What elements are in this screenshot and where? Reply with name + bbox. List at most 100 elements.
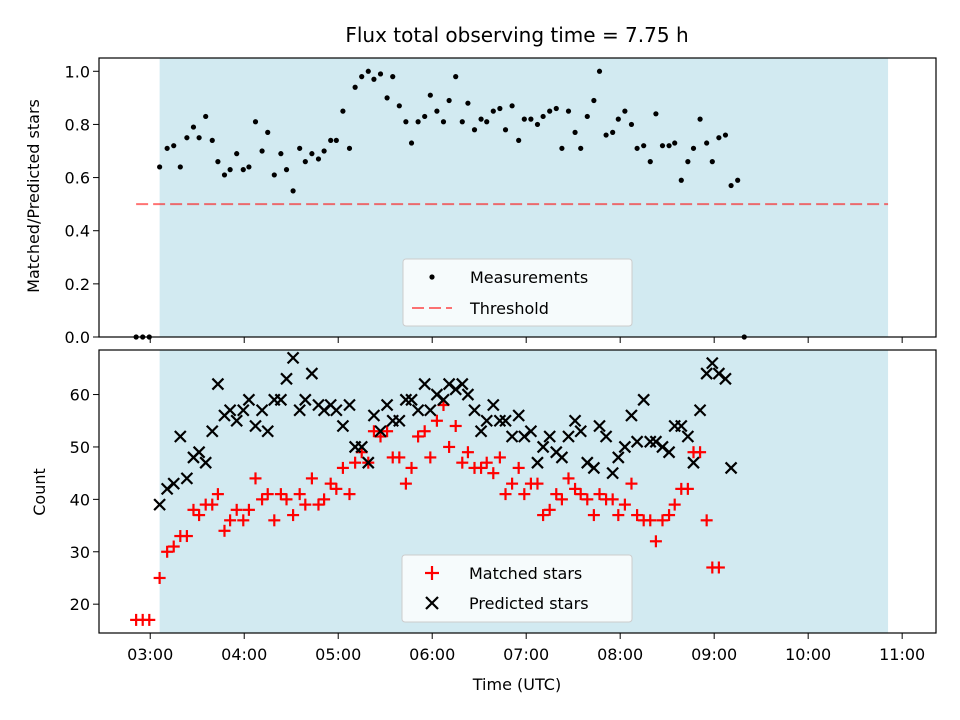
matched-star-point bbox=[249, 472, 262, 485]
count-x-tick-label: 11:00 bbox=[879, 645, 925, 664]
matched-star-point bbox=[256, 493, 269, 506]
matched-star-point bbox=[349, 456, 362, 469]
measurement-point bbox=[497, 105, 503, 112]
measurement-point bbox=[290, 188, 296, 194]
matched-star-point bbox=[393, 451, 406, 464]
measurement-point bbox=[190, 124, 197, 130]
matched-star-point bbox=[456, 456, 469, 469]
ratio-y-tick-label: 0.6 bbox=[65, 169, 90, 188]
measurement-point bbox=[227, 167, 233, 173]
measurement-point bbox=[408, 140, 415, 146]
measurement-point bbox=[359, 74, 365, 80]
predicted-star-point bbox=[487, 398, 500, 412]
predicted-star-point bbox=[625, 409, 638, 422]
predicted-star-point bbox=[531, 456, 544, 469]
predicted-star-point bbox=[362, 456, 375, 469]
measurement-point bbox=[459, 119, 465, 125]
matched-star-point bbox=[668, 498, 681, 511]
predicted-star-point bbox=[199, 456, 212, 469]
measurement-point bbox=[716, 135, 722, 141]
measurement-point bbox=[465, 100, 471, 106]
measurement-point bbox=[271, 172, 277, 178]
predicted-star-point bbox=[543, 430, 556, 443]
legend-measurements-label: Measurements bbox=[470, 268, 588, 287]
measurement-point bbox=[453, 74, 459, 80]
predicted-star-point bbox=[411, 403, 425, 417]
measurement-point bbox=[265, 129, 271, 135]
predicted-star-point bbox=[393, 414, 406, 428]
measurement-point bbox=[371, 76, 377, 82]
matched-star-point bbox=[618, 498, 631, 511]
matched-star-point bbox=[631, 509, 644, 522]
predicted-star-point bbox=[687, 456, 700, 469]
predicted-star-point bbox=[237, 403, 250, 417]
predicted-star-point bbox=[468, 403, 481, 417]
matched-star-point bbox=[242, 503, 255, 516]
measurement-point bbox=[534, 121, 541, 128]
ratio-legend: Measurements Threshold bbox=[402, 258, 633, 327]
count-y-tick-label: 20 bbox=[70, 595, 90, 614]
measurement-point bbox=[283, 167, 290, 173]
measurement-point bbox=[572, 129, 578, 135]
measurement-point bbox=[440, 119, 447, 125]
predicted-star-point bbox=[587, 461, 601, 475]
predicted-star-point bbox=[336, 419, 350, 433]
measurement-point bbox=[377, 71, 384, 77]
matched-star-point bbox=[153, 571, 166, 584]
ratio-axes-frame bbox=[98, 57, 937, 338]
predicted-star-point bbox=[637, 393, 650, 407]
ratio-y-label: Matched/Predicted stars bbox=[24, 99, 43, 293]
legend-predicted-label: Predicted stars bbox=[469, 594, 589, 613]
matched-star-point bbox=[206, 498, 219, 511]
predicted-star-point bbox=[512, 409, 525, 422]
measurement-point bbox=[221, 172, 228, 178]
legend-matched-label: Matched stars bbox=[469, 564, 582, 583]
predicted-star-point bbox=[211, 377, 225, 391]
predicted-star-point bbox=[242, 393, 256, 407]
matched-star-point bbox=[700, 514, 713, 527]
matched-star-point bbox=[280, 493, 293, 506]
measurement-point bbox=[240, 167, 246, 173]
predicted-star-point bbox=[424, 403, 437, 417]
measurement-point bbox=[171, 143, 177, 149]
measurement-point bbox=[516, 137, 522, 143]
count-axes-frame bbox=[98, 349, 937, 634]
x-axis-label: Time (UTC) bbox=[472, 675, 561, 694]
measurement-point bbox=[553, 105, 559, 112]
predicted-star-point bbox=[675, 419, 688, 433]
matched-star-point bbox=[506, 477, 519, 490]
predicted-star-point bbox=[606, 466, 619, 480]
matched-star-point bbox=[424, 451, 437, 464]
measurement-point bbox=[415, 119, 421, 125]
measurement-point bbox=[722, 132, 729, 138]
matched-star-point bbox=[293, 488, 306, 501]
matched-star-point bbox=[405, 461, 418, 474]
matched-star-point bbox=[475, 461, 488, 474]
matched-star-point bbox=[224, 514, 237, 527]
matched-star-point bbox=[218, 524, 231, 537]
matched-star-point bbox=[531, 477, 544, 490]
measurement-point bbox=[647, 159, 653, 165]
predicted-star-point bbox=[205, 424, 219, 438]
predicted-star-point bbox=[299, 393, 312, 407]
measurement-point bbox=[278, 151, 284, 157]
legend-measurements-marker bbox=[429, 274, 435, 280]
measurement-point bbox=[728, 182, 734, 189]
predicted-stars-points bbox=[153, 351, 738, 511]
matched-star-point bbox=[562, 472, 575, 485]
predicted-star-point bbox=[367, 409, 381, 422]
count-legend: Matched stars Predicted stars bbox=[401, 554, 633, 623]
predicted-star-point bbox=[643, 435, 657, 448]
matched-star-point bbox=[644, 514, 657, 527]
predicted-star-point bbox=[700, 367, 713, 380]
measurement-point bbox=[177, 164, 183, 170]
matched-star-point bbox=[512, 461, 525, 474]
measurement-point bbox=[690, 145, 697, 151]
matched-star-point bbox=[230, 503, 243, 516]
count-y-label: Count bbox=[30, 468, 49, 516]
predicted-star-point bbox=[562, 430, 575, 443]
measurement-point bbox=[390, 74, 396, 80]
matched-star-point bbox=[499, 488, 512, 501]
measurement-point bbox=[302, 159, 308, 165]
